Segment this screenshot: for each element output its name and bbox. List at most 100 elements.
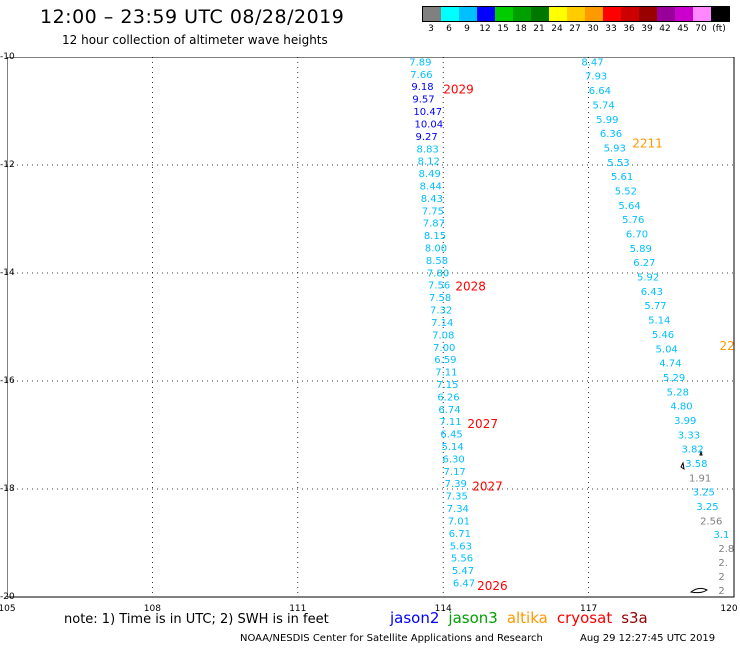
- island-outline: [699, 450, 703, 456]
- wave-height-value: 5.99: [596, 115, 618, 126]
- wave-height-value: 4.74: [659, 359, 681, 370]
- wave-height-value: 5.52: [615, 186, 637, 197]
- color-swatch: [639, 7, 657, 21]
- color-scale-swatches: [422, 6, 730, 22]
- wave-height-value: 7.89: [409, 57, 431, 68]
- color-scale-label: 45: [677, 24, 689, 34]
- color-scale-label: 27: [569, 24, 581, 34]
- lat-tick-label: -12: [0, 160, 15, 170]
- color-scale-labels: 3 6 9 12 15 18 21 24 27 30 33 36 39 42 45 70 (ft): [422, 24, 730, 34]
- color-swatch: [423, 7, 441, 21]
- mission-legend: jason2 jason3 altika cryosat s3a: [390, 609, 657, 627]
- lon-tick-label: 114: [434, 604, 452, 614]
- wave-height-value: 3.99: [674, 416, 696, 427]
- wave-height-value: 9.27: [416, 132, 438, 143]
- wave-height-value: 6.45: [440, 430, 462, 441]
- wave-height-value: 8.44: [420, 181, 442, 192]
- lon-tick-label: 120: [720, 604, 738, 614]
- lon-tick-label: 111: [289, 604, 307, 614]
- wave-height-value: 7.00: [433, 343, 455, 354]
- lat-tick-label: -16: [0, 376, 15, 386]
- wave-height-value: 2: [718, 586, 724, 597]
- wave-height-value: 3.25: [696, 502, 718, 513]
- wave-height-value: 3.82: [682, 445, 704, 456]
- lat-tick-label: -20: [0, 592, 15, 602]
- wave-height-value: 8.15: [424, 231, 446, 242]
- color-swatch: [675, 7, 693, 21]
- wave-height-value: 2: [718, 572, 724, 583]
- map-title: 12:00 – 23:59 UTC 08/28/2019: [40, 6, 345, 28]
- wave-height-value: 5.46: [652, 330, 674, 341]
- lat-tick-label: -14: [0, 268, 15, 278]
- color-scale-label: 42: [659, 24, 671, 34]
- wave-height-value: 3.33: [678, 430, 700, 441]
- color-swatch: [459, 7, 477, 21]
- wave-height-value: 7.58: [429, 293, 451, 304]
- wave-height-value: 5.14: [648, 316, 670, 327]
- wave-height-value: 5.14: [441, 442, 463, 453]
- legend-item-s3a: s3a: [621, 609, 648, 627]
- pass-time-label: 2211: [632, 136, 663, 150]
- wave-height-value: 6.71: [449, 529, 471, 540]
- color-scale-label: 30: [587, 24, 599, 34]
- wave-height-value: 7.01: [448, 516, 470, 527]
- color-scale-label: 3: [428, 24, 434, 34]
- wave-height-value: 6.59: [434, 355, 456, 366]
- color-swatch: [603, 7, 621, 21]
- wave-height-value: 5.92: [637, 273, 659, 284]
- wave-height-value: 5.63: [450, 541, 472, 552]
- wave-height-value: 7.56: [428, 281, 450, 292]
- color-scale-label: 39: [641, 24, 653, 34]
- wave-height-value: 7.08: [432, 330, 454, 341]
- wave-height-value: 8.83: [417, 144, 439, 155]
- wave-height-value: 2.: [718, 558, 728, 569]
- pass-time-label: 2026: [477, 579, 508, 593]
- pass-time-label: 2027: [467, 417, 498, 431]
- wave-height-map: 7.897.669.189.5710.4710.049.278.838.128.…: [7, 57, 735, 598]
- color-swatch: [477, 7, 495, 21]
- color-swatch: [531, 7, 549, 21]
- wave-height-value: 6.74: [438, 405, 460, 416]
- map-subtitle: 12 hour collection of altimeter wave hei…: [62, 33, 328, 47]
- wave-height-value: 8.12: [418, 157, 440, 168]
- wave-height-value: 4.80: [670, 402, 692, 413]
- wave-height-value: 6.64: [589, 86, 611, 97]
- wave-height-value: 6.27: [633, 258, 655, 269]
- color-scale-label: 70: [695, 24, 707, 34]
- color-scale-label: 18: [515, 24, 527, 34]
- wave-height-value: 5.29: [663, 373, 685, 384]
- wave-height-value: 5.74: [592, 100, 614, 111]
- color-swatch: [693, 7, 711, 21]
- wave-height-value: 7.15: [436, 380, 458, 391]
- wave-height-value: 2.8: [718, 544, 734, 555]
- wave-height-value: 8.49: [419, 169, 441, 180]
- wave-height-value: 3.25: [693, 488, 715, 499]
- wave-height-value: 7.32: [430, 306, 452, 317]
- credit-line: NOAA/NESDIS Center for Satellite Applica…: [240, 633, 543, 644]
- color-scale-label: (ft): [712, 24, 726, 34]
- wave-height-value: 5.64: [618, 201, 640, 212]
- pass-time-label: 2028: [455, 280, 486, 294]
- coastline-fragment: [689, 587, 708, 594]
- wave-height-value: 6.30: [443, 454, 465, 465]
- color-swatch: [441, 7, 459, 21]
- wave-height-value: 7.87: [423, 219, 445, 230]
- lat-tick-label: -18: [0, 484, 15, 494]
- wave-height-value: 8.47: [581, 57, 603, 68]
- wave-height-value: 7.11: [439, 417, 461, 428]
- wave-height-value: 6.43: [641, 287, 663, 298]
- wave-height-value: 7.11: [435, 368, 457, 379]
- wave-height-value: 9.57: [412, 95, 434, 106]
- lon-tick-label: 105: [0, 604, 16, 614]
- wave-height-value: 7.34: [447, 504, 469, 515]
- color-scale-label: 12: [479, 24, 491, 34]
- wave-height-value: 6.47: [453, 579, 475, 590]
- color-scale-label: 15: [497, 24, 509, 34]
- wave-height-value: 5.77: [644, 301, 666, 312]
- generation-timestamp: Aug 29 12:27:45 UTC 2019: [580, 633, 716, 644]
- wave-height-value: 10.47: [413, 107, 442, 118]
- wave-height-value: 6.26: [437, 392, 459, 403]
- wave-height-value: 5.04: [656, 344, 678, 355]
- color-scale-label: 9: [464, 24, 470, 34]
- wave-height-value: 10.04: [414, 119, 443, 130]
